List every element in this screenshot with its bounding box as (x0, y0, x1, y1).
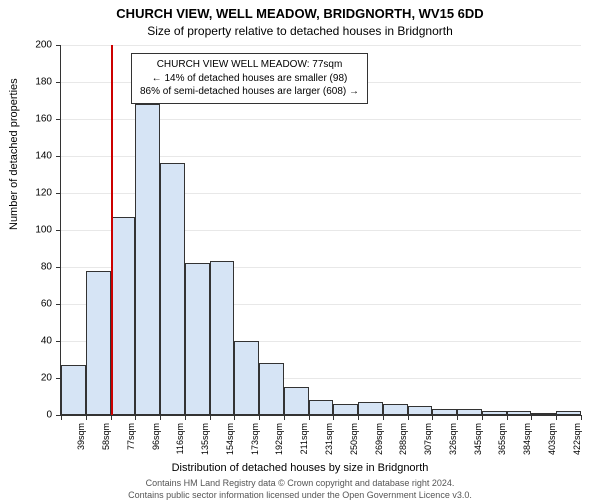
x-tick-label: 173sqm (250, 423, 260, 455)
x-tick-label: 116sqm (175, 423, 185, 454)
chart-container: CHURCH VIEW, WELL MEADOW, BRIDGNORTH, WV… (0, 0, 600, 500)
y-tick-label: 20 (41, 373, 52, 384)
x-tick-label: 39sqm (76, 423, 86, 450)
histogram-bar (333, 404, 358, 415)
x-tick (61, 415, 62, 420)
y-tick-label: 180 (35, 77, 52, 88)
histogram-bar (531, 413, 556, 415)
x-tick-label: 422sqm (572, 423, 582, 455)
x-tick-label: 58sqm (101, 423, 111, 450)
x-tick (259, 415, 260, 420)
plot-area: 39sqm58sqm77sqm96sqm116sqm135sqm154sqm17… (60, 45, 581, 416)
histogram-bar (234, 341, 259, 415)
x-tick (135, 415, 136, 420)
x-tick (482, 415, 483, 420)
histogram-bar (482, 411, 507, 415)
gridline (61, 45, 581, 46)
x-tick-label: 211sqm (299, 423, 309, 454)
x-tick (432, 415, 433, 420)
histogram-bar (432, 409, 457, 415)
callout-line: CHURCH VIEW WELL MEADOW: 77sqm (140, 58, 359, 72)
y-tick (56, 304, 61, 305)
y-tick (56, 193, 61, 194)
y-tick-label: 0 (46, 410, 52, 421)
y-tick-label: 80 (41, 262, 52, 273)
x-tick (383, 415, 384, 420)
y-tick-label: 100 (35, 225, 52, 236)
x-tick (111, 415, 112, 420)
histogram-bar (160, 163, 185, 415)
x-tick (457, 415, 458, 420)
x-tick (86, 415, 87, 420)
histogram-bar (259, 363, 284, 415)
x-tick (309, 415, 310, 420)
y-tick (56, 156, 61, 157)
y-tick-label: 60 (41, 299, 52, 310)
x-tick-label: 135sqm (200, 423, 210, 455)
y-tick-label: 160 (35, 114, 52, 125)
x-tick-label: 231sqm (324, 423, 334, 455)
x-tick-label: 326sqm (448, 423, 458, 455)
x-tick-label: 269sqm (374, 423, 384, 455)
x-tick (358, 415, 359, 420)
histogram-bar (135, 104, 160, 415)
histogram-bar (358, 402, 383, 415)
x-tick-label: 403sqm (547, 423, 557, 455)
histogram-bar (457, 409, 482, 415)
x-tick-label: 96sqm (151, 423, 161, 450)
histogram-bar (86, 271, 111, 415)
x-tick-label: 307sqm (423, 423, 433, 455)
footer-line-2: Contains public sector information licen… (0, 490, 600, 500)
x-tick-label: 250sqm (349, 423, 359, 455)
histogram-bar (284, 387, 309, 415)
x-tick-label: 365sqm (497, 423, 507, 455)
x-tick-label: 77sqm (126, 423, 136, 450)
x-axis-label: Distribution of detached houses by size … (0, 462, 600, 474)
x-tick-label: 345sqm (473, 423, 483, 455)
y-tick (56, 341, 61, 342)
y-tick (56, 82, 61, 83)
x-tick (507, 415, 508, 420)
x-tick (160, 415, 161, 420)
y-tick (56, 45, 61, 46)
chart-title-sub: Size of property relative to detached ho… (0, 24, 600, 38)
x-tick (531, 415, 532, 420)
histogram-bar (556, 411, 581, 415)
y-tick (56, 230, 61, 231)
x-tick (284, 415, 285, 420)
y-tick-label: 140 (35, 151, 52, 162)
histogram-bar (111, 217, 136, 415)
histogram-bar (185, 263, 210, 415)
x-tick-label: 192sqm (274, 423, 284, 455)
reference-line (111, 45, 113, 415)
chart-title-main: CHURCH VIEW, WELL MEADOW, BRIDGNORTH, WV… (0, 6, 600, 21)
callout-box: CHURCH VIEW WELL MEADOW: 77sqm← 14% of d… (131, 53, 368, 104)
y-tick (56, 119, 61, 120)
y-axis-tick-labels: 020406080100120140160180200 (0, 45, 56, 415)
y-tick-label: 120 (35, 188, 52, 199)
y-tick-label: 40 (41, 336, 52, 347)
x-tick-label: 384sqm (522, 423, 532, 455)
y-tick (56, 267, 61, 268)
histogram-bar (309, 400, 334, 415)
x-tick (408, 415, 409, 420)
footer-line-1: Contains HM Land Registry data © Crown c… (0, 478, 600, 488)
histogram-bar (408, 406, 433, 415)
x-tick (210, 415, 211, 420)
x-tick-label: 154sqm (225, 423, 235, 455)
x-tick (333, 415, 334, 420)
histogram-bar (61, 365, 86, 415)
x-tick (185, 415, 186, 420)
y-tick-label: 200 (35, 40, 52, 51)
histogram-bar (210, 261, 235, 415)
x-tick-label: 288sqm (398, 423, 408, 455)
histogram-bar (507, 411, 532, 415)
callout-line: 86% of semi-detached houses are larger (… (140, 85, 359, 99)
x-tick (581, 415, 582, 420)
x-tick (556, 415, 557, 420)
histogram-bar (383, 404, 408, 415)
x-tick (234, 415, 235, 420)
callout-line: ← 14% of detached houses are smaller (98… (140, 72, 359, 86)
